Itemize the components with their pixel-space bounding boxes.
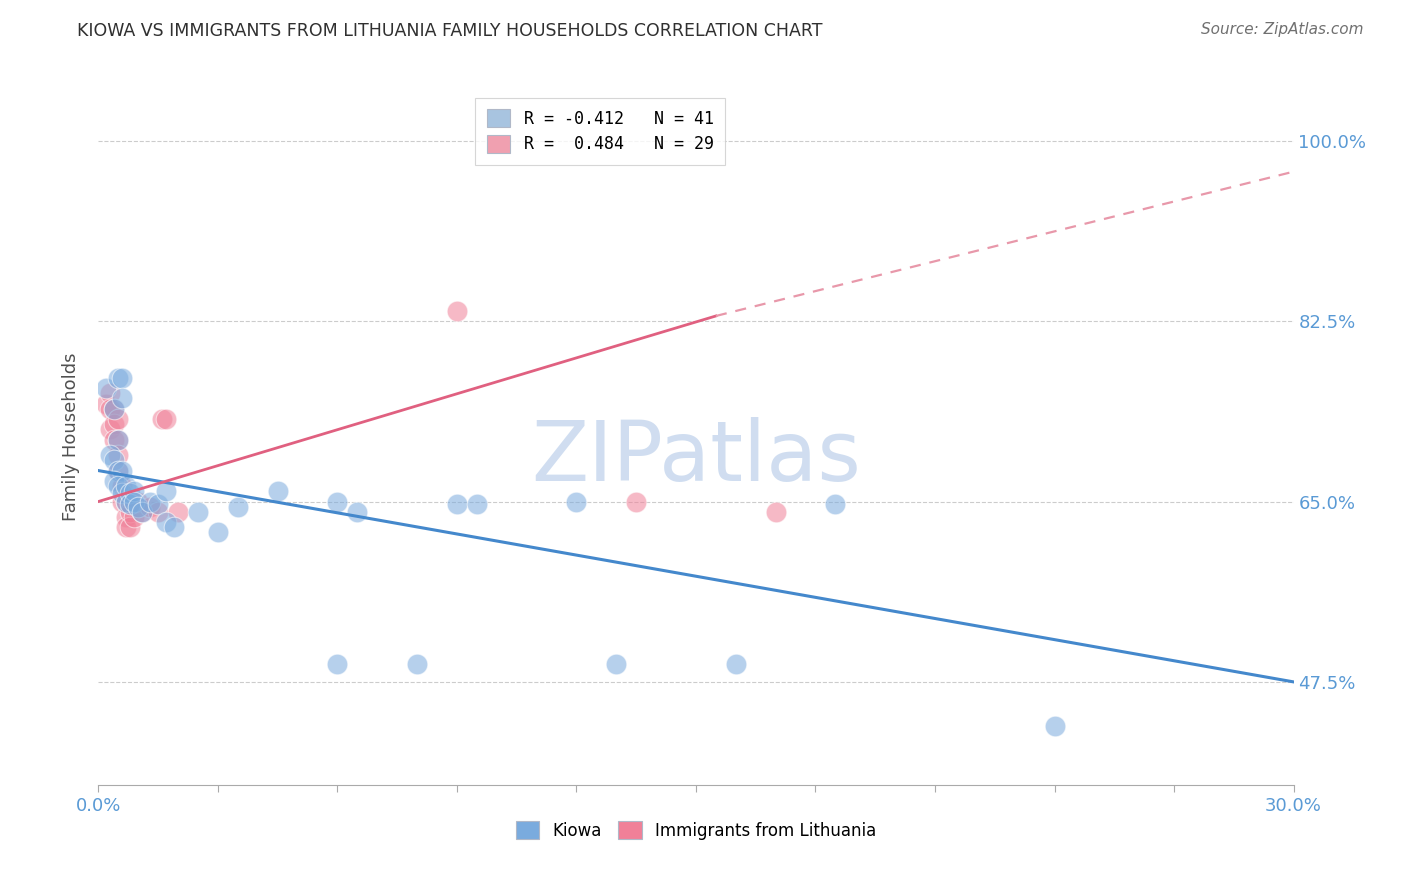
Point [107, 433, 129, 447]
Text: Source: ZipAtlas.com: Source: ZipAtlas.com [1201, 22, 1364, 37]
Legend: Kiowa, Immigrants from Lithuania: Kiowa, Immigrants from Lithuania [509, 814, 883, 847]
Point [155, 412, 177, 426]
Point [724, 657, 747, 672]
Point [124, 510, 146, 524]
Point [626, 494, 648, 508]
Point [111, 479, 134, 493]
Text: KIOWA VS IMMIGRANTS FROM LITHUANIA FAMILY HOUSEHOLDS CORRELATION CHART: KIOWA VS IMMIGRANTS FROM LITHUANIA FAMIL… [77, 22, 823, 40]
Point [127, 494, 149, 508]
Point [115, 479, 138, 493]
Point [155, 484, 177, 499]
Point [124, 494, 146, 508]
Point [446, 497, 468, 511]
Point [115, 520, 138, 534]
Point [131, 505, 153, 519]
Point [98, 422, 122, 436]
Point [103, 474, 125, 488]
Point [107, 412, 129, 426]
Point [96, 381, 118, 395]
Point [115, 494, 138, 508]
Point [111, 494, 134, 508]
Point [131, 505, 153, 519]
Point [605, 657, 627, 672]
Point [120, 505, 142, 519]
Point [107, 433, 129, 447]
Point [103, 417, 125, 432]
Point [98, 401, 122, 416]
Point [98, 386, 122, 401]
Point [96, 396, 118, 410]
Point [167, 505, 190, 519]
Point [1043, 719, 1066, 733]
Point [98, 448, 122, 462]
Point [111, 486, 134, 500]
Point [115, 494, 138, 508]
Point [103, 401, 125, 416]
Point [346, 505, 368, 519]
Point [187, 505, 209, 519]
Point [267, 484, 290, 499]
Point [111, 464, 134, 478]
Point [148, 497, 170, 511]
Point [446, 303, 468, 318]
Point [465, 497, 488, 511]
Point [326, 494, 349, 508]
Point [824, 497, 846, 511]
Point [150, 412, 173, 426]
Point [120, 486, 142, 500]
Point [765, 505, 787, 519]
Point [226, 500, 249, 514]
Point [115, 510, 138, 524]
Point [124, 484, 146, 499]
Point [120, 497, 142, 511]
Point [207, 525, 229, 540]
Point [155, 515, 177, 529]
Point [103, 433, 125, 447]
Point [565, 494, 588, 508]
Text: ZIPatlas: ZIPatlas [531, 417, 860, 499]
Point [120, 520, 142, 534]
Point [139, 494, 162, 508]
Y-axis label: Family Households: Family Households [62, 353, 80, 521]
Point [107, 448, 129, 462]
Point [107, 464, 129, 478]
Point [103, 453, 125, 467]
Point [326, 657, 349, 672]
Point [163, 520, 186, 534]
Point [139, 500, 162, 514]
Point [107, 464, 129, 478]
Point [107, 371, 129, 385]
Point [111, 371, 134, 385]
Point [111, 392, 134, 406]
Point [406, 657, 429, 672]
Point [107, 479, 129, 493]
Point [148, 505, 170, 519]
Point [127, 500, 149, 514]
Point [103, 401, 125, 416]
